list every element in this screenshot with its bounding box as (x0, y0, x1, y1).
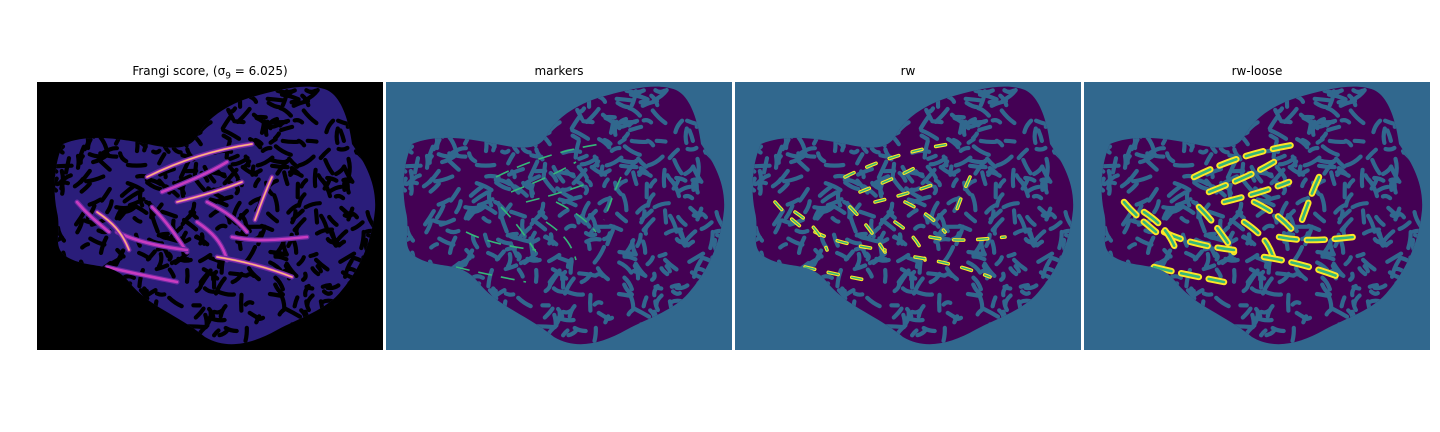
segment-core (794, 211, 828, 251)
segment-core (849, 206, 886, 253)
panel-markers (386, 82, 732, 350)
frangi-ridge-core (105, 265, 179, 284)
segment-core (952, 176, 971, 221)
title-frangi: Frangi score, (σ9 = 6.025) (37, 64, 383, 81)
title-markers: markers (534, 64, 584, 78)
frangi-ridge-core (205, 200, 249, 234)
frangi-ridge-peak (254, 176, 273, 221)
title-frangi-sub: 9 (225, 71, 231, 82)
frangi-ridge-core (75, 200, 111, 234)
segment-core (859, 161, 926, 193)
segment-core (904, 201, 946, 233)
segment-core (1122, 200, 1158, 234)
marker-stroke (545, 221, 577, 261)
marker-stroke (495, 143, 602, 178)
segment-core (1222, 180, 1291, 204)
marker-stroke (603, 176, 622, 221)
segment-core (874, 181, 941, 203)
frangi-ridge-peak (96, 211, 130, 251)
marker-stroke (510, 161, 577, 193)
marker-stroke (455, 266, 527, 283)
panel-rw-loose (1084, 82, 1430, 350)
segment-core (1192, 142, 1301, 179)
panel-frangi (37, 82, 383, 350)
marker-stroke (465, 231, 537, 251)
title-frangi-main: Frangi score, (σ (132, 64, 226, 78)
segment-core (1262, 255, 1341, 279)
title-rw-loose: rw-loose (1231, 64, 1283, 78)
rw-loose-image (1084, 82, 1430, 350)
segment-core (804, 266, 876, 283)
segment-core (774, 201, 808, 233)
segment-core (1197, 205, 1236, 254)
frangi-ridge-peak (146, 143, 253, 178)
frangi-ridge-peak (216, 256, 293, 278)
tissue-region (403, 86, 725, 345)
segment-core (914, 256, 991, 278)
segment-core (1207, 160, 1276, 194)
frangi-ridge-core (195, 220, 229, 262)
tissue-region (1101, 86, 1423, 345)
tissue-region (54, 86, 376, 345)
segment-core (929, 236, 1006, 241)
segment-core (1252, 200, 1296, 234)
segment-core (894, 221, 926, 261)
segment-core (1300, 175, 1321, 222)
tissue-region (752, 86, 1074, 345)
markers-image (386, 82, 732, 350)
segment-core (1152, 265, 1226, 284)
marker-stroke (525, 181, 592, 203)
marker-stroke (555, 201, 597, 233)
frangi-ridge-core (230, 235, 309, 242)
frangi-ridge-peak (176, 181, 243, 203)
panel-rw (735, 82, 1081, 350)
frangi-ridge-core (160, 160, 229, 194)
title-frangi-tail: = 6.025) (230, 64, 288, 78)
segment-core (1277, 235, 1356, 242)
frangi-image (37, 82, 383, 350)
title-rw: rw (900, 64, 916, 78)
rw-image (735, 82, 1081, 350)
marker-stroke (500, 206, 537, 253)
segment-core (1142, 210, 1178, 252)
segment-core (844, 143, 951, 178)
